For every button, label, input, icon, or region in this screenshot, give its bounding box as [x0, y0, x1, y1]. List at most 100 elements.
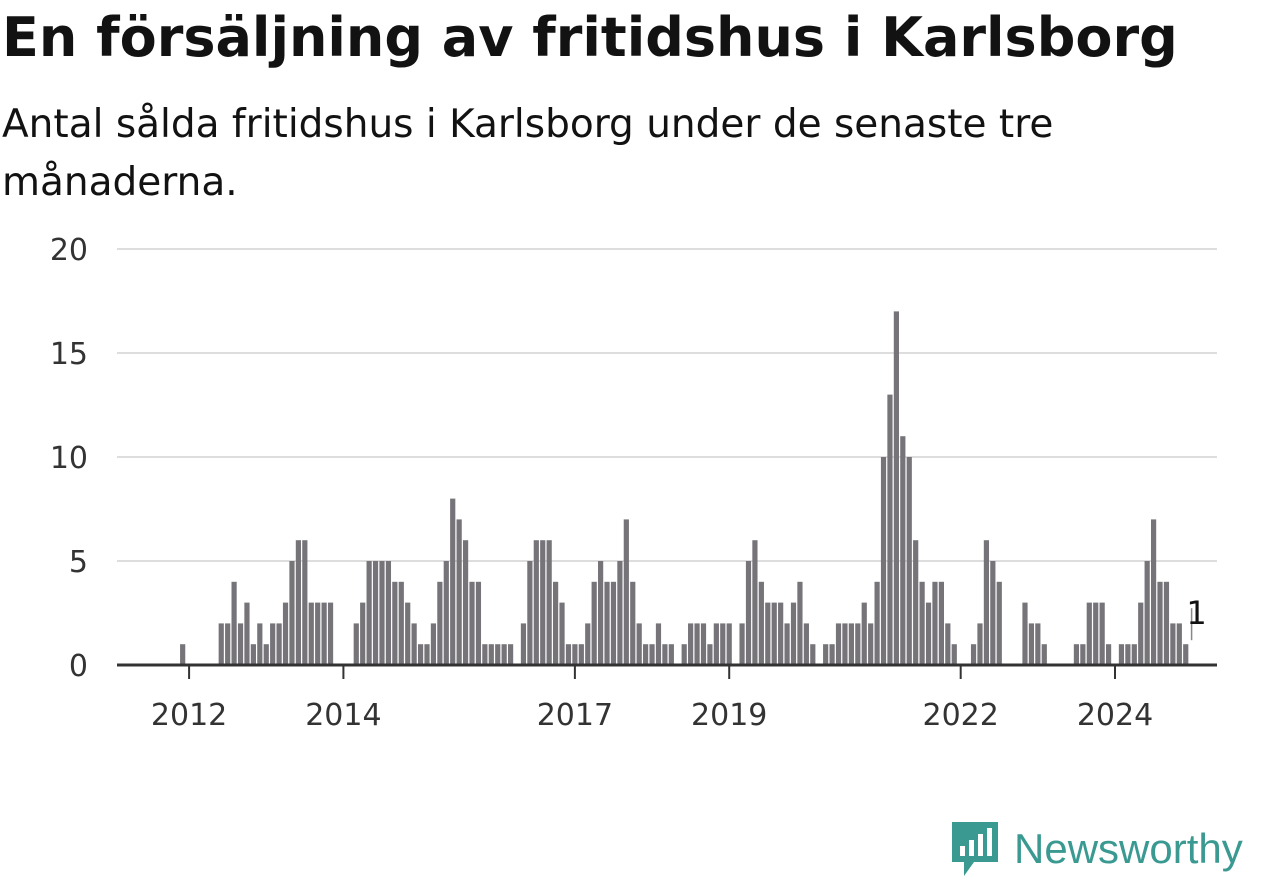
- bar: [398, 581, 404, 665]
- bar: [945, 623, 951, 665]
- x-axis: 2012 2014 2017 2019 2022 2024: [117, 663, 1217, 730]
- bar: [424, 644, 430, 665]
- bar: [1138, 602, 1144, 665]
- annotations: 1: [1186, 594, 1207, 641]
- bar: [752, 540, 758, 665]
- bar: [983, 540, 990, 665]
- bar-chart: 0 5 10 15 20 2012 2014 2017 2019 2022 2024 1: [50, 233, 1217, 730]
- bar: [1086, 602, 1092, 665]
- bar: [308, 602, 314, 665]
- bar: [1144, 561, 1150, 665]
- newsworthy-logo: Newsworthy: [950, 818, 1243, 880]
- bar: [630, 581, 636, 665]
- bar: [778, 602, 784, 665]
- bar: [263, 644, 269, 665]
- bar: [919, 581, 925, 665]
- bar: [861, 602, 867, 665]
- bar: [887, 394, 893, 665]
- bar: [282, 602, 289, 665]
- bar: [790, 602, 797, 665]
- bar: [707, 644, 713, 665]
- bar: [450, 498, 456, 665]
- chart-subtitle: Antal sålda fritidshus i Karlsborg under…: [2, 102, 1054, 205]
- bar: [1163, 581, 1170, 665]
- x-tick-label: 2022: [923, 698, 999, 730]
- bar: [488, 644, 494, 665]
- bar: [1041, 644, 1047, 665]
- bar: [456, 519, 462, 665]
- bar: [823, 644, 829, 665]
- bar: [720, 623, 726, 665]
- bar: [655, 623, 662, 665]
- bars: [180, 311, 1189, 665]
- x-tick-label: 2017: [537, 698, 613, 730]
- bar: [572, 644, 578, 665]
- bar: [411, 623, 417, 665]
- bar: [462, 540, 469, 665]
- bar: [1080, 644, 1086, 665]
- bar: [507, 644, 514, 665]
- bar: [276, 623, 282, 665]
- bar: [360, 602, 366, 665]
- bar: [379, 561, 385, 665]
- chart-title: En försäljning av fritidshus i Karlsborg: [2, 6, 1178, 69]
- bar: [1022, 602, 1028, 665]
- bar: [1099, 602, 1105, 665]
- bar: [225, 623, 231, 665]
- y-axis: 0 5 10 15 20: [50, 233, 88, 684]
- bar: [1073, 644, 1080, 665]
- bar: [990, 561, 996, 665]
- bar: [913, 540, 919, 665]
- bar: [855, 623, 861, 665]
- bar: [643, 644, 649, 665]
- bar: [797, 581, 803, 665]
- bar: [700, 623, 707, 665]
- bar: [475, 581, 482, 665]
- bar: [598, 561, 604, 665]
- y-tick-label: 10: [50, 441, 88, 476]
- bar: [302, 540, 308, 665]
- bar: [385, 561, 392, 665]
- highlight-value-label: 1: [1186, 594, 1206, 632]
- bar: [758, 581, 764, 665]
- bar: [1105, 644, 1112, 665]
- bar: [257, 623, 263, 665]
- bar: [745, 561, 752, 665]
- bar: [636, 623, 642, 665]
- bar: [765, 602, 771, 665]
- bar: [829, 644, 835, 665]
- bar: [842, 623, 848, 665]
- x-tick-label: 2024: [1077, 698, 1153, 730]
- bar: [578, 644, 584, 665]
- bar: [559, 602, 565, 665]
- bar: [1118, 644, 1125, 665]
- bar: [970, 644, 977, 665]
- bar: [327, 602, 334, 665]
- bar: [437, 581, 443, 665]
- bar: [1125, 644, 1131, 665]
- bar: [1093, 602, 1099, 665]
- bar: [533, 540, 539, 665]
- bar: [893, 311, 899, 665]
- bar: [1035, 623, 1041, 665]
- bar: [315, 602, 321, 665]
- bar: [501, 644, 507, 665]
- bar: [270, 623, 276, 665]
- gridlines: [117, 248, 1217, 562]
- bar: [938, 581, 944, 665]
- bar: [591, 581, 597, 665]
- bar: [1131, 644, 1137, 665]
- bar: [835, 623, 842, 665]
- bar: [874, 581, 880, 665]
- bar: [688, 623, 694, 665]
- bar: [713, 623, 719, 665]
- bar: [443, 561, 449, 665]
- bar: [469, 581, 475, 665]
- bar: [925, 602, 932, 665]
- bar: [880, 457, 887, 665]
- bar: [610, 581, 617, 665]
- brand-name: Newsworthy: [1014, 825, 1243, 872]
- bar: [739, 623, 745, 665]
- bar: [694, 623, 700, 665]
- bar: [482, 644, 488, 665]
